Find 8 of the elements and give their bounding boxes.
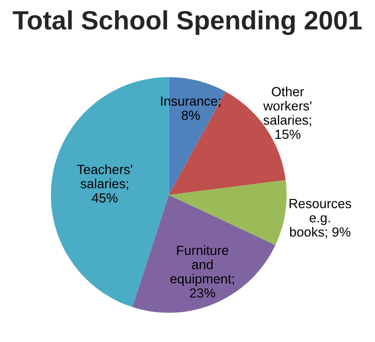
slice-label: Furniture and equipment; 23% bbox=[170, 245, 234, 298]
pie-slice bbox=[168, 180, 287, 246]
slice-label: Other workers' salaries; 15% bbox=[263, 86, 312, 139]
slice-label: Insurance; 8% bbox=[161, 96, 220, 120]
slice-label: Resources e.g. books; 9% bbox=[290, 199, 352, 238]
chart-title: Total School Spending 2001 bbox=[12, 10, 362, 35]
pie-slice bbox=[132, 194, 276, 313]
slice-label: Teachers' salaries; 45% bbox=[77, 164, 132, 203]
